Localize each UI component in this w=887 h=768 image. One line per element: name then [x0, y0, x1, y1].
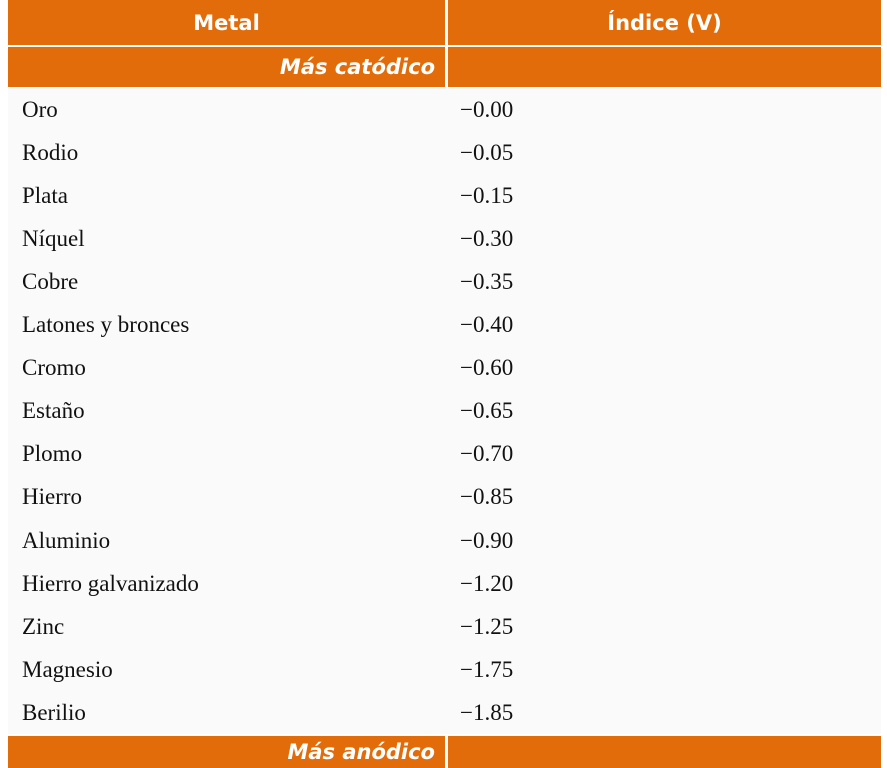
metal-name: Oro [22, 96, 58, 122]
metal-name: Zinc [22, 613, 65, 639]
index-value: −1.25 [460, 613, 514, 639]
index-value: −1.85 [460, 699, 514, 725]
metal-name: Plomo [22, 441, 83, 467]
table-row: Hierro galvanizado −1.20 [8, 562, 881, 605]
anodic-label: Más anódico [287, 740, 435, 764]
index-value: −1.20 [460, 570, 514, 596]
metal-name: Estaño [22, 398, 85, 424]
index-value: −0.15 [460, 182, 514, 208]
separator [445, 736, 448, 768]
index-value: −0.00 [460, 96, 514, 122]
table-row: Aluminio −0.90 [8, 519, 881, 562]
divider [8, 45, 881, 47]
index-value: −1.75 [460, 656, 514, 682]
table-row: Cobre −0.35 [8, 260, 881, 303]
table-row: Níquel −0.30 [8, 217, 881, 260]
metal-name: Berilio [22, 699, 86, 725]
anodic-row: Más anódico [8, 736, 881, 768]
table-row: Rodio −0.05 [8, 131, 881, 174]
index-value: −0.90 [460, 527, 514, 553]
table-row: Plata −0.15 [8, 174, 881, 217]
metal-name: Plata [22, 182, 68, 208]
index-value: −0.30 [460, 225, 514, 251]
cathodic-row: Más catódico [8, 47, 881, 87]
table-row: Magnesio −1.75 [8, 648, 881, 691]
metal-name: Latones y bronces [22, 312, 190, 337]
index-value: −0.60 [460, 355, 514, 381]
cathodic-label: Más catódico [279, 55, 435, 79]
metal-name: Níquel [22, 225, 85, 251]
metal-name: Cobre [22, 268, 79, 294]
table-row: Hierro −0.85 [8, 476, 881, 519]
metal-name: Rodio [22, 139, 79, 165]
metal-name: Hierro [22, 484, 83, 510]
index-value: −0.70 [460, 441, 514, 467]
table-row: Zinc −1.25 [8, 605, 881, 648]
index-value: −0.05 [460, 139, 514, 165]
table-row: Estaño −0.65 [8, 390, 881, 433]
index-value: −0.85 [460, 484, 514, 510]
header-row: Metal Índice (V) [8, 0, 881, 45]
table-row: Berilio −1.85 [8, 691, 881, 734]
table-row: Latones y bronces −0.40 [8, 304, 881, 347]
separator [445, 47, 448, 87]
table-row: Oro −0.00 [8, 88, 881, 131]
metal-name: Cromo [22, 355, 86, 381]
index-value: −0.35 [460, 268, 514, 294]
table-body: Oro −0.00 Rodio −0.05 Plata −0.15 Níquel −0.30 C… [8, 88, 881, 734]
header-cell: Metal [193, 10, 260, 35]
metal-name: Hierro galvanizado [22, 570, 199, 596]
table-row: Plomo −0.70 [8, 433, 881, 476]
index-value: −0.65 [460, 398, 514, 424]
table-row: Cromo −0.60 [8, 347, 881, 390]
separator [445, 0, 448, 45]
index-value: −0.40 [460, 312, 514, 337]
header-cell: Índice (V) [607, 10, 722, 35]
metal-name: Aluminio [22, 527, 111, 553]
metal-name: Magnesio [22, 656, 113, 682]
